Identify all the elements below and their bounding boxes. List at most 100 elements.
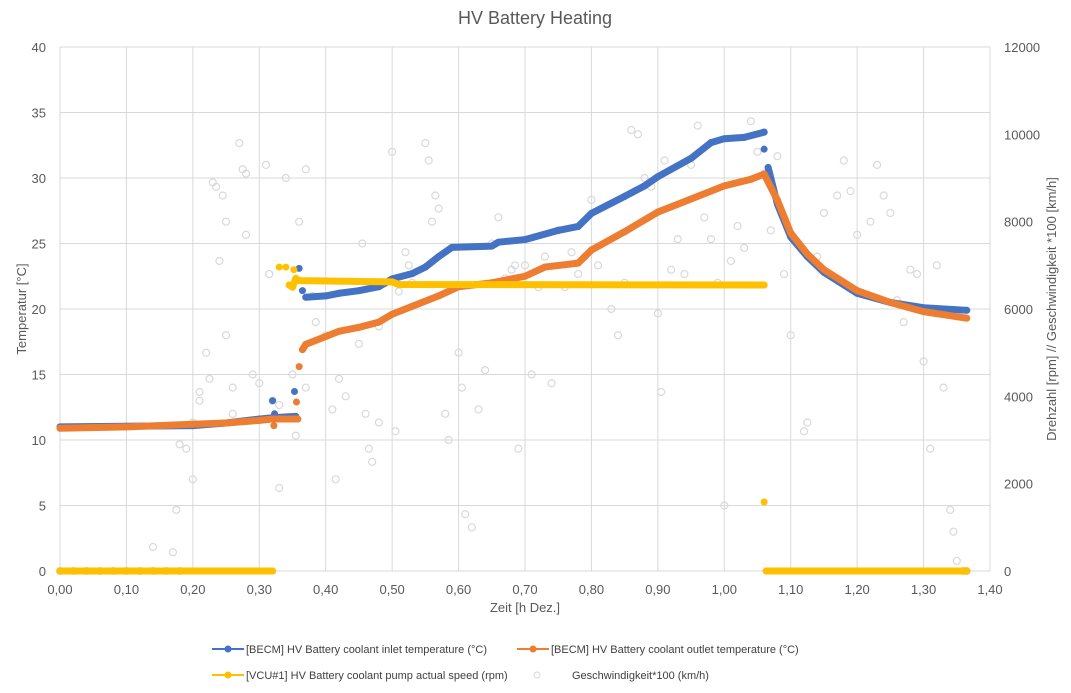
data-point: [335, 289, 343, 297]
speed-point: [401, 248, 410, 257]
speed-point: [228, 383, 237, 392]
speed-point: [354, 339, 364, 349]
speed-point: [720, 501, 729, 510]
legend-marker-icon: [224, 671, 232, 679]
speed-point: [839, 156, 848, 165]
data-point: [335, 327, 343, 335]
data-point: [787, 229, 795, 237]
data-point: [189, 420, 197, 428]
legend-label: [VCU#1] HV Battery coolant pump actual s…: [246, 670, 508, 682]
speed-point: [328, 405, 337, 414]
y2-tick-label: 6000: [1004, 302, 1033, 317]
speed-point: [740, 243, 749, 252]
data-point: [803, 250, 811, 258]
speed-point: [872, 160, 882, 169]
data-point: [574, 259, 582, 267]
y2-tick-label: 2000: [1004, 477, 1033, 492]
data-point: [720, 182, 728, 190]
x-tick-label: 1,10: [778, 582, 803, 597]
data-point: [587, 246, 595, 254]
speed-point: [388, 147, 397, 156]
speed-point: [215, 256, 224, 266]
speed-point: [431, 191, 440, 200]
x-tick-label: 1,30: [911, 582, 936, 597]
speed-point: [275, 400, 284, 410]
speed-point: [799, 427, 809, 436]
data-point: [574, 222, 582, 230]
speed-point: [673, 235, 682, 244]
speed-point: [494, 213, 503, 222]
x-tick-label: 0,50: [379, 582, 404, 597]
speed-point: [288, 370, 297, 379]
legend-marker-icon: [533, 671, 541, 679]
speed-point: [301, 383, 310, 392]
speed-point: [912, 269, 922, 279]
x-tick-label: 0,30: [247, 582, 272, 597]
speed-point: [248, 370, 257, 379]
speed-point: [361, 409, 370, 418]
speed-point: [853, 230, 862, 239]
data-point: [886, 298, 894, 306]
data-point: [269, 397, 277, 405]
data-point: [760, 281, 768, 289]
y2-tick-label: 8000: [1004, 215, 1033, 230]
y-tick-label: 0: [39, 564, 46, 579]
x-tick-label: 0,20: [180, 582, 205, 597]
data-point: [760, 498, 768, 506]
speed-point: [514, 444, 523, 453]
data-point: [435, 253, 443, 261]
data-point: [762, 567, 770, 575]
speed-point: [726, 256, 736, 266]
speed-point: [391, 427, 400, 436]
y-tick-label: 35: [32, 106, 46, 121]
data-point: [294, 415, 302, 423]
speed-point: [481, 366, 490, 375]
speed-point: [899, 318, 908, 327]
y-tick-label: 30: [32, 171, 46, 186]
speed-point: [833, 191, 842, 200]
speed-point: [949, 527, 958, 536]
speed-point: [567, 248, 576, 257]
data-point: [295, 277, 303, 285]
speed-point: [148, 542, 158, 552]
data-point: [322, 333, 330, 341]
speed-point: [221, 331, 231, 340]
y2-tick-label: 0: [1004, 564, 1011, 579]
speed-point: [733, 221, 742, 231]
data-point: [740, 133, 748, 141]
legend-label: Geschwindigkeit*100 (km/h): [572, 670, 709, 682]
x-tick-label: 0,80: [579, 582, 604, 597]
data-point: [290, 388, 298, 396]
speed-point: [819, 208, 829, 218]
speed-point: [640, 173, 649, 183]
legend-marker-icon: [529, 645, 537, 653]
y2-tick-label: 12000: [1004, 40, 1040, 55]
speed-point: [627, 125, 636, 135]
data-point: [290, 266, 298, 274]
speed-point: [205, 374, 214, 383]
plot-marks: [55, 117, 971, 576]
data-point: [820, 266, 828, 274]
speed-point: [846, 187, 855, 196]
speed-point: [946, 505, 955, 514]
data-point: [853, 287, 861, 295]
speed-point: [633, 130, 643, 139]
x-tick-label: 0,90: [645, 582, 670, 597]
speed-point: [235, 138, 244, 148]
data-point: [747, 175, 755, 183]
data-point: [255, 416, 263, 424]
data-point: [521, 272, 529, 280]
data-point: [302, 293, 310, 301]
speed-point: [228, 409, 237, 418]
speed-point: [241, 230, 251, 239]
data-point: [707, 139, 715, 147]
speed-point: [879, 191, 888, 200]
speed-point: [773, 152, 782, 161]
x-tick-label: 0,10: [114, 582, 139, 597]
x-tick-label: 1,00: [712, 582, 737, 597]
speed-point: [547, 379, 556, 388]
speed-point: [281, 173, 290, 183]
data-point: [435, 292, 443, 300]
speed-point: [700, 213, 709, 222]
